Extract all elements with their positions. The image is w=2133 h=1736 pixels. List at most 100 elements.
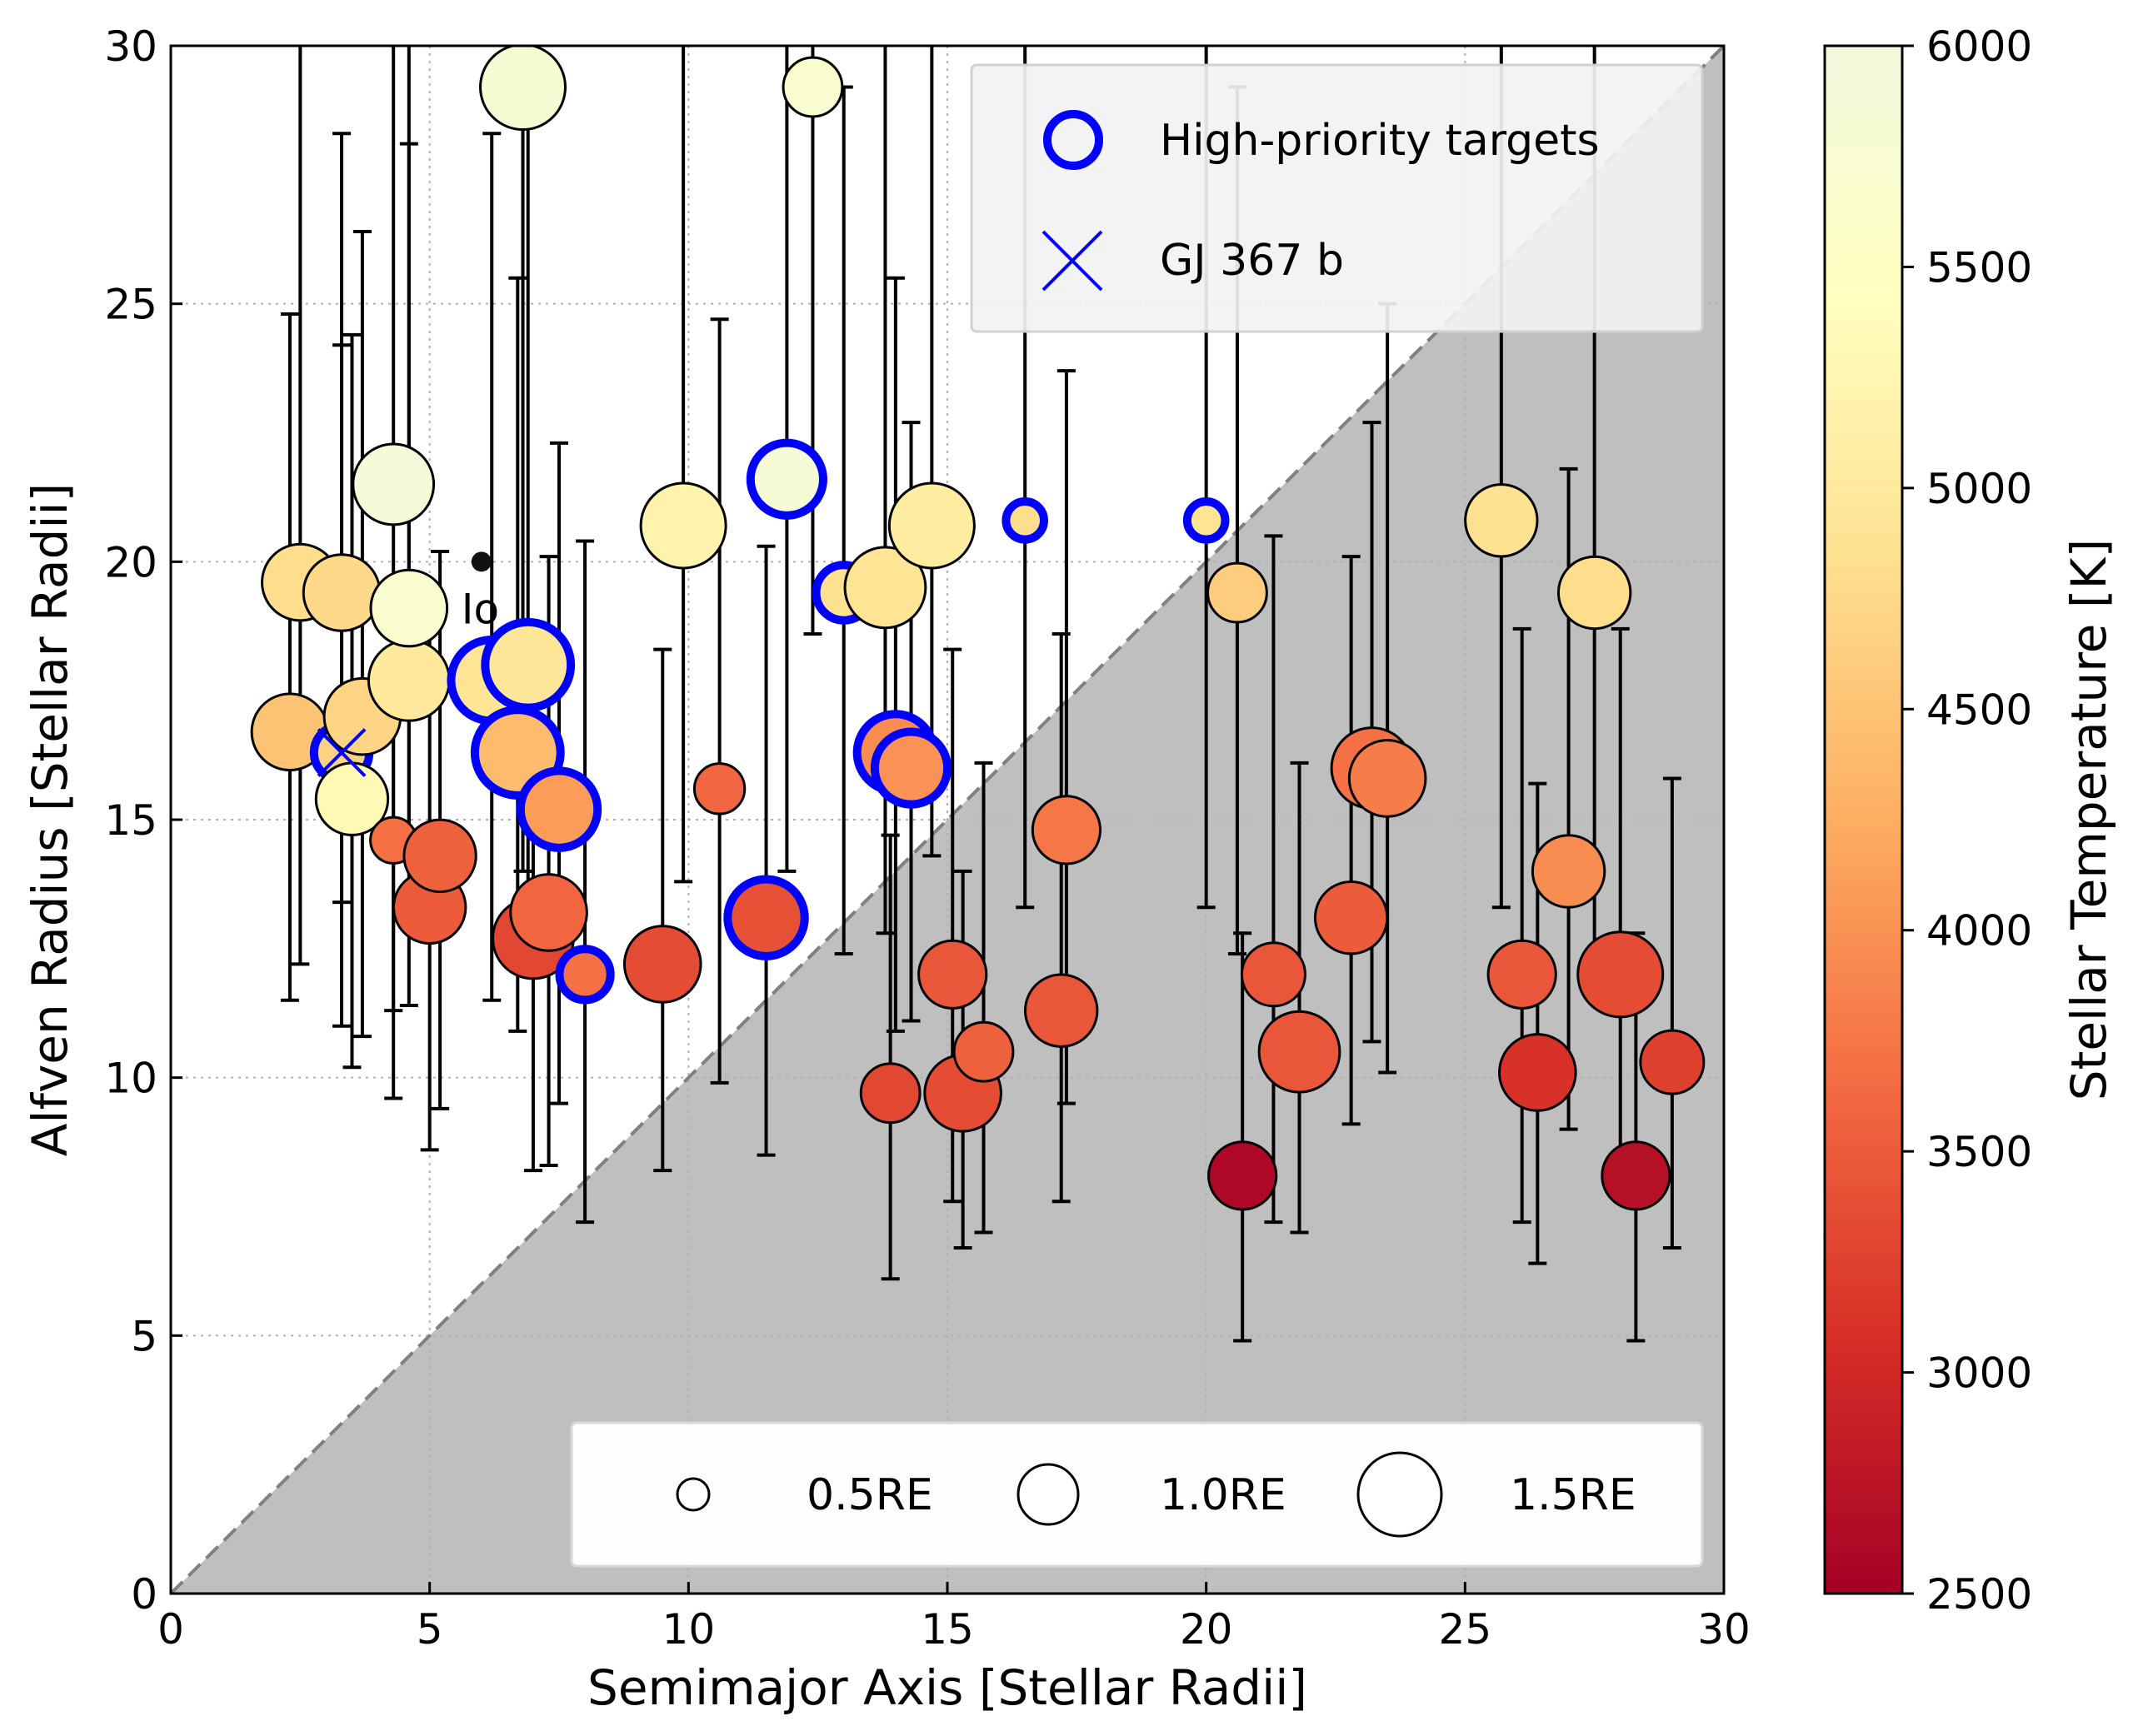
error-bar (674, 46, 693, 884)
planet-point (367, 638, 451, 722)
high-priority-ring (516, 766, 602, 852)
colorbar-ticks: 2500 3000 3500 4000 4500 5000 5500 6000 (1902, 22, 2032, 1619)
error-bar (803, 46, 822, 636)
colorbar-tick-label: 3500 (1926, 1128, 2032, 1176)
y-axis-ticks: 0 5 10 15 20 25 30 (104, 22, 182, 1619)
x-tick-label: 30 (1697, 1605, 1751, 1654)
x-tick-label: 5 (417, 1605, 443, 1654)
error-bar (1233, 931, 1252, 1343)
error-bar (1290, 761, 1309, 1235)
planet-point (479, 46, 567, 132)
planet-point (1023, 973, 1099, 1048)
x-axis-title: Semimajor Axis [Stellar Radii] (587, 1659, 1307, 1716)
y-axis-title: Alfven Radius [Stellar Radii] (22, 483, 78, 1157)
planet-point (843, 546, 927, 630)
planet-point (1498, 1033, 1577, 1112)
planet-point (509, 873, 588, 952)
colorbar-gradient (1823, 44, 1904, 1595)
colorbar-tick-label: 4500 (1926, 686, 2032, 734)
planet-point (1639, 1029, 1706, 1095)
error-bar (280, 312, 299, 1002)
planet-point (639, 481, 727, 570)
io-marker (471, 551, 492, 572)
legend-box (970, 63, 1704, 333)
legend-markers: High-priority targets GJ 367 b (970, 63, 1704, 333)
high-priority-ring (1002, 496, 1048, 544)
plot-area: Io High-priority targets GJ 367 b 0.5RE … (169, 44, 1726, 1595)
error-bar (482, 132, 502, 1002)
y-tick-label: 0 (131, 1570, 157, 1619)
planet-point (402, 818, 477, 894)
y-tick-label: 15 (104, 796, 157, 845)
legend-gj367-label: GJ 367 b (1160, 236, 1344, 286)
error-bar (352, 229, 372, 1039)
colorbar: 2500 3000 3500 4000 4500 5000 5500 6000 Stellar… (1823, 22, 2117, 1619)
error-bar (1264, 534, 1283, 1225)
error-bar (922, 46, 942, 858)
planet-point (1207, 1140, 1278, 1211)
error-bar (291, 46, 310, 966)
colorbar-tick-label: 3000 (1926, 1349, 2032, 1398)
size-legend-label-large: 1.5RE (1510, 1470, 1636, 1520)
error-bar (653, 647, 672, 1173)
planet-point (1257, 1010, 1341, 1094)
size-legend-circle-medium (1017, 1463, 1080, 1526)
planet-point (1347, 739, 1427, 818)
size-legend: 0.5RE 1.0RE 1.5RE (570, 1421, 1704, 1568)
x-tick-label: 20 (1180, 1605, 1233, 1654)
planet-point (887, 481, 976, 570)
colorbar-tick-label: 6000 (1926, 22, 2032, 71)
high-priority-ring (555, 945, 615, 1005)
planet-point (352, 442, 436, 526)
x-tick-label: 15 (921, 1605, 974, 1654)
planet-point (917, 939, 988, 1010)
size-legend-label-small: 0.5RE (807, 1470, 933, 1520)
colorbar-tick-label: 5500 (1926, 243, 2032, 292)
planet-point (1576, 930, 1665, 1019)
y-tick-label: 10 (104, 1055, 157, 1103)
high-priority-ring (746, 438, 827, 520)
error-bar (1662, 776, 1681, 1250)
size-legend-label-medium: 1.0RE (1160, 1470, 1286, 1520)
error-bar (1341, 555, 1361, 1126)
y-tick-label: 20 (104, 538, 157, 586)
error-bar (576, 539, 595, 1225)
planet-point (952, 1020, 1015, 1083)
error-bar (886, 276, 905, 1033)
planet-point (1531, 834, 1606, 909)
planet-point (692, 762, 747, 816)
high-priority-ring (870, 727, 952, 809)
data-points (250, 46, 1706, 1343)
x-axis-ticks: 0 5 10 15 20 25 30 (157, 1582, 1751, 1654)
planet-point (1464, 483, 1539, 558)
planet-point (1486, 939, 1557, 1010)
error-bar (1512, 626, 1531, 1225)
x-tick-label: 10 (662, 1605, 716, 1654)
planet-point (859, 1062, 922, 1125)
error-bar (974, 761, 993, 1235)
colorbar-tick-label: 5000 (1926, 465, 2032, 513)
colorbar-tick-label: 2500 (1926, 1570, 2032, 1619)
y-tick-label: 30 (104, 22, 157, 71)
planet-point (369, 568, 449, 648)
y-tick-label: 5 (131, 1312, 157, 1360)
planet-point (1556, 555, 1632, 631)
colorbar-tick-label: 4000 (1926, 907, 2032, 955)
planet-point (1206, 561, 1268, 624)
size-legend-circle-large (1356, 1451, 1443, 1538)
planet-point (1313, 880, 1389, 955)
legend-high-priority-label: High-priority targets (1160, 116, 1600, 166)
error-bar (757, 544, 776, 1157)
colorbar-title: Stellar Temperature [K] (2061, 539, 2117, 1100)
x-tick-label: 0 (157, 1605, 184, 1654)
planet-point (782, 56, 844, 118)
legend-gj367-symbol (1042, 230, 1103, 292)
io-label: Io (462, 585, 499, 633)
io-annotation: Io (462, 551, 499, 633)
gj367-marker (317, 728, 367, 777)
high-priority-ring (723, 875, 809, 960)
planet-point (622, 925, 702, 1004)
high-priority-ring (1182, 496, 1230, 544)
planet-point (1031, 795, 1102, 866)
